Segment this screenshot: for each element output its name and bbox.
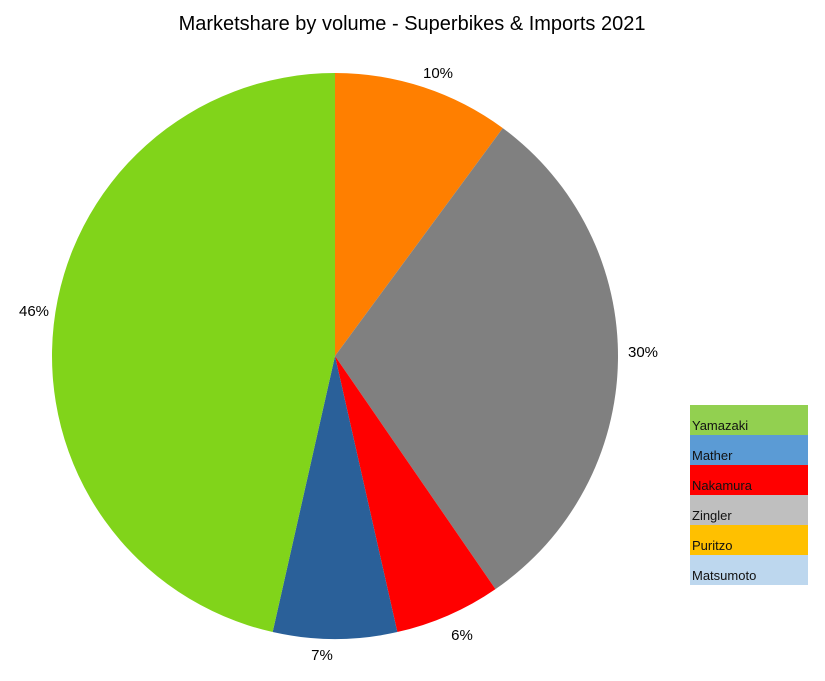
pie-slice: [52, 73, 335, 633]
slice-label: 7%: [311, 647, 333, 664]
legend-item-label: Matsumoto: [692, 568, 757, 583]
legend-item-label: Puritzo: [692, 538, 733, 553]
pie-slice: [335, 128, 618, 590]
pie-slice: [335, 73, 503, 356]
legend-item-label: Yamazaki: [692, 418, 749, 433]
pie-slices: [52, 73, 618, 639]
slice-label: 46%: [19, 303, 49, 320]
legend-item: Zingler: [690, 495, 808, 525]
legend-item-label: Zingler: [692, 508, 732, 523]
legend-item-label: Mather: [692, 448, 733, 463]
slice-label: 6%: [451, 627, 473, 644]
chart-title: Marketshare by volume - Superbikes & Imp…: [179, 13, 646, 35]
slice-label: 10%: [423, 65, 453, 82]
legend: Yamazaki Mather Nakamura Zingler Puritzo Mats…: [690, 405, 808, 585]
pie-slice: [272, 356, 398, 639]
legend-item: Matsumoto: [690, 555, 808, 585]
legend-item: Nakamura: [690, 465, 808, 495]
legend-item: Yamazaki: [690, 405, 808, 435]
slice-label: 30%: [628, 344, 658, 361]
pie-slice: [335, 356, 496, 633]
legend-item: Mather: [690, 435, 808, 465]
pie-labels: 10% 30% 6% 7% 46%: [19, 65, 658, 664]
legend-item-label: Nakamura: [692, 478, 752, 493]
legend-item: Puritzo: [690, 525, 808, 555]
